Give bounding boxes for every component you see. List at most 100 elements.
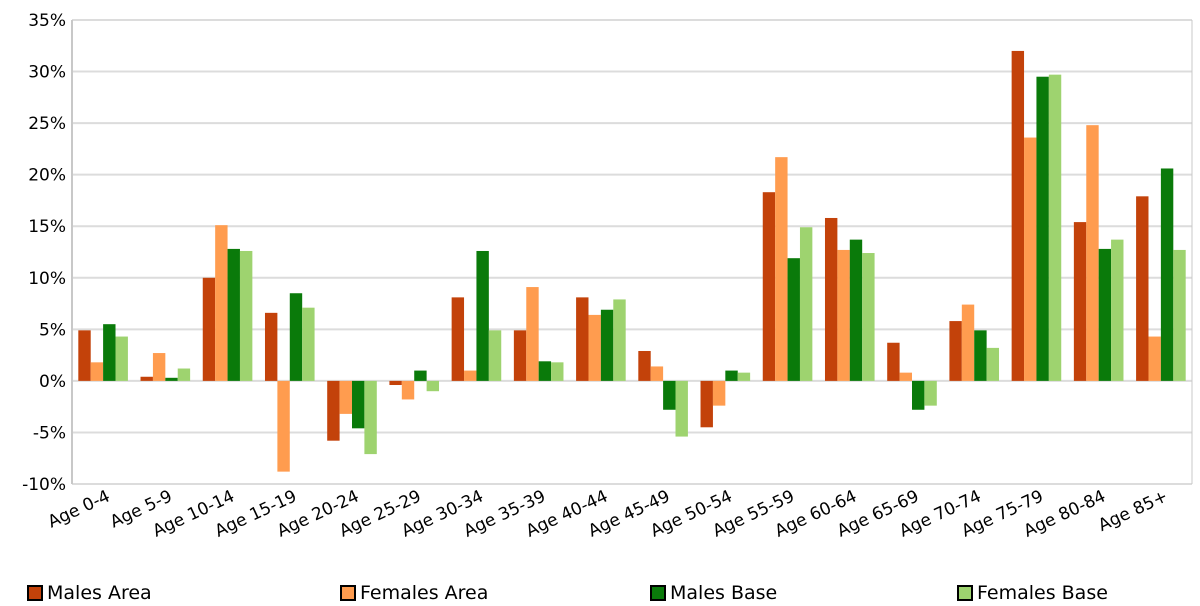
bar-females-base-age-20-24 xyxy=(364,380,377,455)
bar-females-area-age-45-49 xyxy=(650,366,664,381)
bar-females-area-age-80-84 xyxy=(1086,125,1099,381)
bar-males-base-age-75-79 xyxy=(1036,76,1049,381)
legend: Males Area Females Area Males Base Femal… xyxy=(0,578,1200,606)
legend-swatch-males-area xyxy=(27,585,43,601)
bar-females-area-age-55-59 xyxy=(775,157,788,381)
legend-item-females-area: Females Area xyxy=(340,582,488,604)
legend-label-males-base: Males Base xyxy=(670,582,778,604)
bar-males-area-age-20-24 xyxy=(327,380,340,441)
bar-females-area-age-65-69 xyxy=(899,372,912,381)
y-tick-label: 15% xyxy=(28,217,66,237)
bar-males-area-age-30-34 xyxy=(451,297,465,381)
bar-males-base-age-45-49 xyxy=(663,380,676,410)
legend-swatch-males-base xyxy=(650,585,666,601)
bar-males-area-age-85- xyxy=(1136,196,1149,381)
bar-males-area-age-70-74 xyxy=(949,321,962,381)
bar-females-base-age-75-79 xyxy=(1048,74,1062,381)
bar-females-area-age-10-14 xyxy=(215,225,228,381)
bar-females-base-age-50-54 xyxy=(737,372,751,381)
bar-females-base-age-5-9 xyxy=(177,368,191,381)
y-tick-label: 25% xyxy=(28,114,66,134)
bar-females-area-age-30-34 xyxy=(464,370,477,381)
bar-females-base-age-80-84 xyxy=(1111,239,1124,381)
bar-females-base-age-65-69 xyxy=(924,380,937,406)
y-tick-label: -5% xyxy=(33,423,66,443)
bar-females-area-age-25-29 xyxy=(401,380,415,400)
y-tick-label: 10% xyxy=(28,269,66,289)
bar-females-base-age-55-59 xyxy=(799,227,813,381)
bar-females-area-age-35-39 xyxy=(526,287,539,381)
bar-males-base-age-0-4 xyxy=(103,324,116,381)
bar-females-base-age-40-44 xyxy=(613,299,626,381)
bar-males-area-age-5-9 xyxy=(140,376,153,381)
bar-males-base-age-20-24 xyxy=(352,380,365,429)
axes xyxy=(71,20,1193,484)
y-tick-label: 20% xyxy=(28,166,66,186)
bar-males-base-age-55-59 xyxy=(787,258,800,381)
legend-item-males-area: Males Area xyxy=(27,582,152,604)
legend-item-females-base: Females Base xyxy=(957,582,1108,604)
bar-females-area-age-85- xyxy=(1148,336,1161,381)
bar-males-base-age-30-34 xyxy=(476,250,489,381)
bar-males-area-age-10-14 xyxy=(202,277,216,381)
bar-males-area-age-25-29 xyxy=(389,380,402,386)
bar-males-base-age-10-14 xyxy=(227,248,240,381)
bar-females-base-age-25-29 xyxy=(426,380,440,392)
legend-item-males-base: Males Base xyxy=(650,582,777,604)
bar-females-area-age-60-64 xyxy=(837,249,850,381)
bar-males-area-age-55-59 xyxy=(762,192,776,381)
bar-females-area-age-70-74 xyxy=(961,304,975,381)
bar-females-base-age-70-74 xyxy=(986,347,1000,381)
bar-females-base-age-45-49 xyxy=(675,380,688,437)
bar-males-area-age-15-19 xyxy=(264,312,278,381)
bar-males-area-age-65-69 xyxy=(887,342,900,381)
bar-females-area-age-75-79 xyxy=(1024,137,1037,381)
bar-males-area-age-60-64 xyxy=(824,217,838,381)
bar-males-area-age-75-79 xyxy=(1011,50,1025,381)
bar-males-base-age-50-54 xyxy=(725,370,738,381)
bar-males-base-age-40-44 xyxy=(600,309,614,381)
bar-females-area-age-5-9 xyxy=(152,353,166,381)
bar-females-base-age-60-64 xyxy=(862,253,875,381)
bar-females-area-age-20-24 xyxy=(339,380,352,414)
bar-males-area-age-0-4 xyxy=(78,330,91,381)
y-tick-label: -10% xyxy=(22,475,66,495)
bar-males-base-age-60-64 xyxy=(849,239,863,381)
bar-males-base-age-5-9 xyxy=(165,377,178,381)
gridlines xyxy=(72,19,1192,485)
bar-males-area-age-35-39 xyxy=(513,330,527,381)
y-tick-label: 30% xyxy=(28,63,66,83)
bar-males-base-age-65-69 xyxy=(912,380,925,410)
bar-males-base-age-15-19 xyxy=(289,293,303,381)
bar-females-area-age-40-44 xyxy=(588,314,601,381)
legend-swatch-females-area xyxy=(340,585,356,601)
bar-females-area-age-0-4 xyxy=(90,362,104,381)
bar-males-area-age-40-44 xyxy=(576,297,589,381)
y-axis-tick-labels: -10% -5% 0% 5% 10% 15% 20% 25% 30% 35% xyxy=(22,11,66,495)
bar-males-base-age-25-29 xyxy=(414,370,427,381)
y-tick-label: 0% xyxy=(39,372,66,392)
legend-swatch-females-base xyxy=(957,585,973,601)
bars xyxy=(78,50,1186,472)
x-tick-label: Age 85+ xyxy=(1095,486,1171,535)
bar-males-base-age-80-84 xyxy=(1098,248,1112,381)
bar-females-base-age-10-14 xyxy=(239,250,253,381)
bar-males-base-age-70-74 xyxy=(974,330,987,381)
bar-males-area-age-45-49 xyxy=(638,350,651,381)
bar-females-base-age-15-19 xyxy=(302,307,315,381)
bar-males-area-age-50-54 xyxy=(700,380,713,428)
bar-females-base-age-30-34 xyxy=(488,330,502,381)
bar-males-area-age-80-84 xyxy=(1073,222,1087,381)
y-tick-label: 35% xyxy=(28,11,66,31)
bar-females-area-age-50-54 xyxy=(712,380,726,406)
legend-label-males-area: Males Area xyxy=(47,582,152,604)
legend-label-females-base: Females Base xyxy=(977,582,1108,604)
bar-males-base-age-35-39 xyxy=(538,361,552,381)
chart: -10% -5% 0% 5% 10% 15% 20% 25% 30% 35% Age 0-4Age… xyxy=(22,11,1193,542)
bar-females-base-age-0-4 xyxy=(115,336,128,381)
bar-females-base-age-35-39 xyxy=(551,362,564,381)
legend-label-females-area: Females Area xyxy=(360,582,489,604)
bar-females-area-age-15-19 xyxy=(277,380,290,472)
bar-females-base-age-85- xyxy=(1173,249,1186,381)
